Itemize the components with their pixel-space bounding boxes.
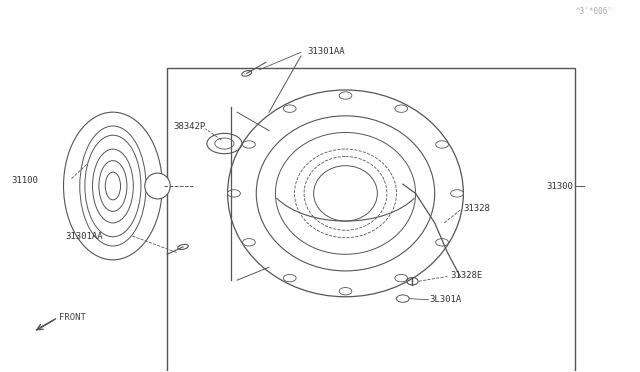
Circle shape [284, 105, 296, 112]
Circle shape [451, 190, 463, 197]
Circle shape [436, 238, 449, 246]
Text: FRONT: FRONT [59, 312, 86, 321]
Ellipse shape [145, 173, 170, 199]
Text: 31300: 31300 [546, 182, 573, 190]
Circle shape [228, 190, 241, 197]
Circle shape [395, 275, 408, 282]
Text: 31328: 31328 [463, 204, 490, 214]
Text: 31301AA: 31301AA [65, 232, 103, 241]
Text: 31328E: 31328E [451, 271, 483, 280]
Circle shape [339, 288, 352, 295]
Text: 31100: 31100 [11, 176, 38, 185]
Text: 31301AA: 31301AA [307, 47, 345, 56]
Circle shape [339, 92, 352, 99]
Text: 3L301A: 3L301A [429, 295, 462, 304]
Circle shape [436, 141, 449, 148]
Circle shape [284, 275, 296, 282]
Bar [167, 68, 575, 372]
Circle shape [243, 238, 255, 246]
Circle shape [395, 105, 408, 112]
Text: 38342P: 38342P [173, 122, 205, 131]
Text: ^3'*006': ^3'*006' [576, 7, 613, 16]
Circle shape [243, 141, 255, 148]
